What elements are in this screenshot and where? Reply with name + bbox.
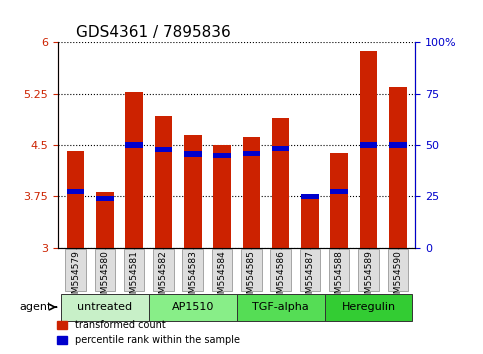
FancyBboxPatch shape: [149, 293, 237, 321]
Bar: [67, 150, 85, 248]
Bar: [389, 87, 407, 248]
Text: agent: agent: [20, 302, 52, 312]
Bar: [330, 189, 348, 194]
Text: GSM554582: GSM554582: [159, 250, 168, 305]
Text: untreated: untreated: [77, 302, 132, 312]
FancyBboxPatch shape: [183, 249, 203, 291]
Bar: [242, 137, 260, 248]
Text: AP1510: AP1510: [171, 302, 214, 312]
FancyBboxPatch shape: [153, 249, 174, 291]
Legend: transformed count, percentile rank within the sample: transformed count, percentile rank withi…: [53, 316, 243, 349]
Bar: [126, 142, 143, 148]
FancyBboxPatch shape: [387, 249, 408, 291]
FancyBboxPatch shape: [299, 249, 320, 291]
FancyBboxPatch shape: [241, 249, 262, 291]
Bar: [330, 153, 348, 248]
Text: GSM554584: GSM554584: [217, 250, 227, 305]
Bar: [96, 196, 114, 201]
FancyBboxPatch shape: [329, 249, 350, 291]
Bar: [155, 116, 172, 248]
Text: GSM554589: GSM554589: [364, 250, 373, 305]
Bar: [272, 118, 289, 248]
FancyBboxPatch shape: [358, 249, 379, 291]
Text: GSM554588: GSM554588: [335, 250, 344, 305]
Bar: [272, 146, 289, 151]
FancyBboxPatch shape: [65, 249, 86, 291]
Bar: [360, 142, 377, 148]
Bar: [301, 195, 319, 248]
Bar: [96, 192, 114, 248]
FancyBboxPatch shape: [270, 249, 291, 291]
Bar: [184, 151, 201, 157]
Text: GSM554590: GSM554590: [393, 250, 402, 305]
Text: GSM554585: GSM554585: [247, 250, 256, 305]
Text: GDS4361 / 7895836: GDS4361 / 7895836: [76, 25, 230, 40]
Bar: [360, 51, 377, 248]
FancyBboxPatch shape: [325, 293, 412, 321]
Text: GSM554579: GSM554579: [71, 250, 80, 305]
Bar: [126, 92, 143, 248]
Text: Heregulin: Heregulin: [341, 302, 396, 312]
FancyBboxPatch shape: [95, 249, 115, 291]
FancyBboxPatch shape: [237, 293, 325, 321]
Text: GSM554586: GSM554586: [276, 250, 285, 305]
Text: GSM554583: GSM554583: [188, 250, 197, 305]
Bar: [155, 147, 172, 152]
Bar: [213, 153, 231, 158]
Text: GSM554581: GSM554581: [129, 250, 139, 305]
Bar: [67, 189, 85, 194]
FancyBboxPatch shape: [124, 249, 144, 291]
FancyBboxPatch shape: [212, 249, 232, 291]
FancyBboxPatch shape: [61, 293, 149, 321]
Bar: [301, 194, 319, 199]
Text: GSM554587: GSM554587: [305, 250, 314, 305]
Text: TGF-alpha: TGF-alpha: [252, 302, 309, 312]
Bar: [213, 145, 231, 248]
Bar: [242, 150, 260, 156]
Bar: [389, 142, 407, 148]
Bar: [184, 135, 201, 248]
Text: GSM554580: GSM554580: [100, 250, 109, 305]
